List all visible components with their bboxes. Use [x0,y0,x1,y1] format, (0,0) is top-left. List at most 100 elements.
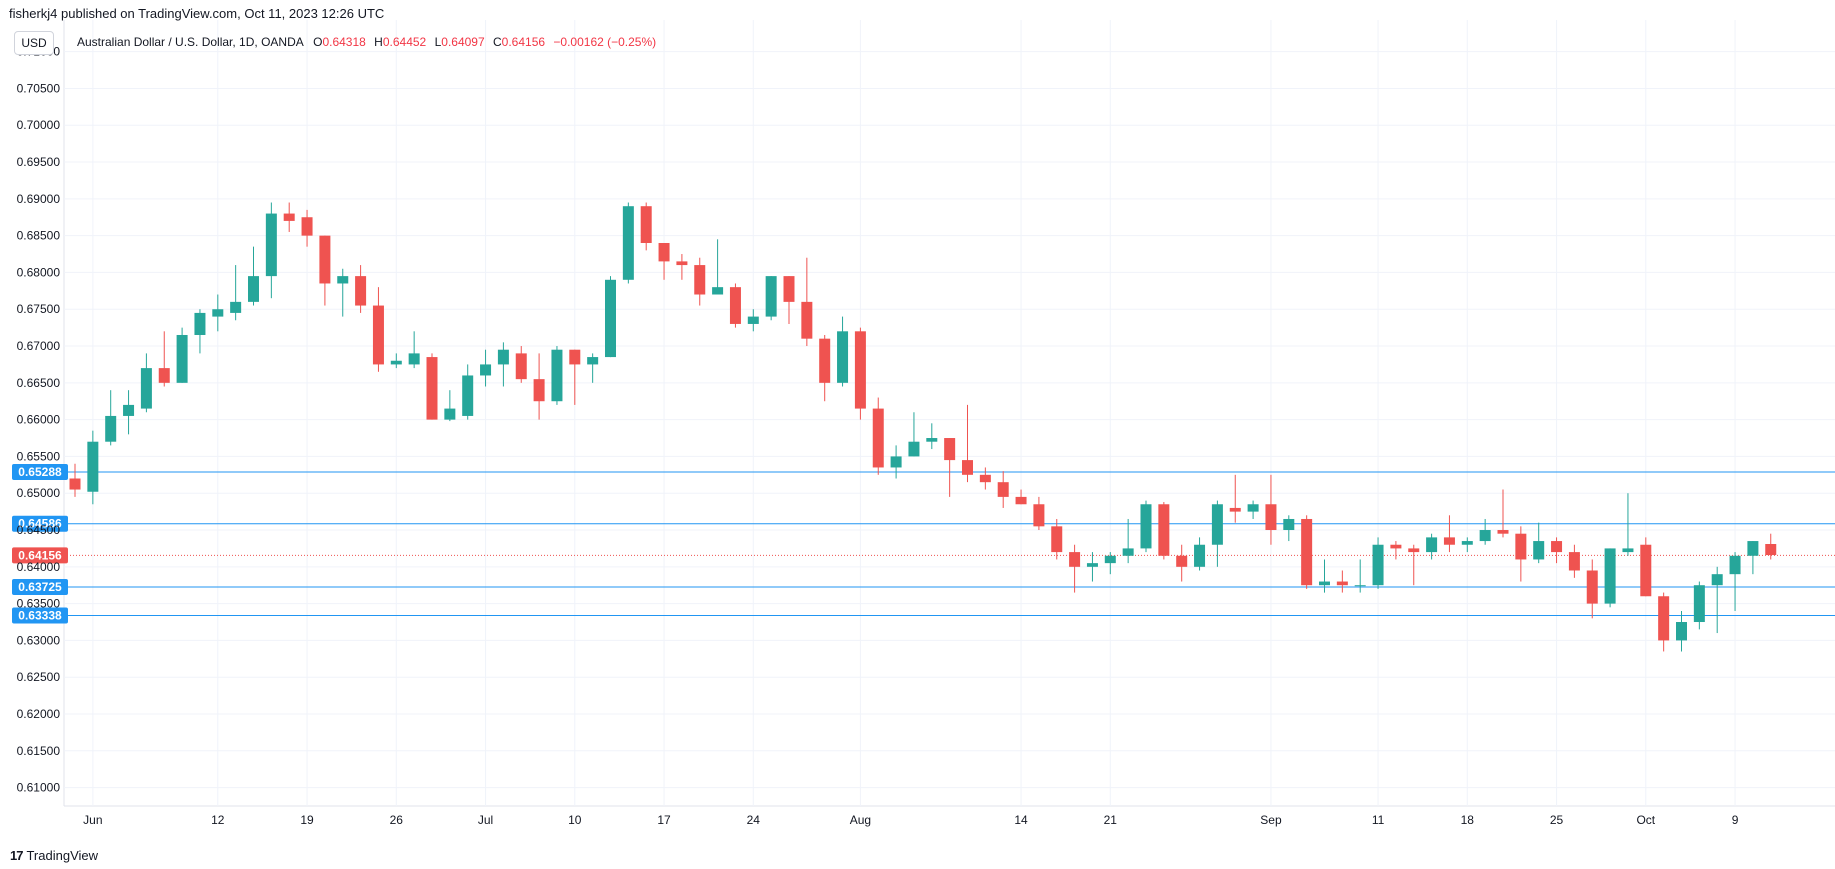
candle[interactable] [908,412,920,457]
candle[interactable] [640,202,652,251]
candle[interactable] [515,346,527,383]
candle[interactable] [1122,518,1134,564]
candle[interactable] [533,353,545,420]
candle[interactable] [605,276,616,358]
candle[interactable] [480,349,492,387]
candle[interactable] [1676,610,1687,652]
candle[interactable] [569,349,581,405]
candle[interactable] [622,202,634,284]
candle[interactable] [694,257,706,306]
candle[interactable] [426,353,438,420]
candle[interactable] [1622,493,1634,556]
candle[interactable] [1176,544,1188,582]
candle[interactable] [1658,592,1670,652]
candle[interactable] [1283,515,1295,542]
symbol-name[interactable]: Australian Dollar / U.S. Dollar, 1D, OAN… [77,35,304,49]
candle[interactable] [676,254,688,280]
candle[interactable] [212,294,224,332]
candle[interactable] [497,342,509,387]
candle[interactable] [1211,500,1223,567]
candle[interactable] [462,364,474,420]
candle[interactable] [408,331,420,369]
candle[interactable] [230,265,242,321]
candle[interactable] [248,246,259,306]
candle[interactable] [69,463,81,497]
candle[interactable] [1443,515,1455,553]
candle[interactable] [587,353,599,383]
candle[interactable] [87,430,99,505]
candle[interactable] [1729,552,1741,611]
candle[interactable] [1408,544,1420,586]
candle[interactable] [819,334,831,402]
candle[interactable] [140,353,152,413]
candle[interactable] [158,331,170,387]
candle[interactable] [176,327,188,383]
price-axis[interactable]: 0.710000.705000.700000.695000.690000.685… [17,45,61,795]
candle[interactable] [390,353,402,369]
candle[interactable] [337,268,349,317]
candle[interactable] [1533,522,1545,564]
candle[interactable] [1086,552,1098,582]
currency-button[interactable]: USD [14,31,54,55]
candle[interactable] [1586,559,1598,619]
candle[interactable] [1247,500,1259,519]
candle[interactable] [194,309,206,354]
candle[interactable] [1461,537,1473,553]
candle[interactable] [712,239,724,295]
candle[interactable] [1551,537,1563,564]
candle[interactable] [1354,559,1366,593]
candle[interactable] [1033,496,1045,531]
candle[interactable] [1711,566,1723,634]
candle[interactable] [283,202,295,232]
candle[interactable] [1194,537,1206,571]
candle[interactable] [979,467,991,490]
candle[interactable] [765,276,777,321]
candle[interactable] [729,283,741,328]
candle[interactable] [1140,500,1152,553]
candle[interactable] [355,265,367,313]
candle[interactable] [1015,489,1027,505]
candle[interactable] [1229,474,1241,523]
candle[interactable] [1426,533,1438,560]
candle[interactable] [1390,541,1402,560]
candle[interactable] [801,257,813,347]
candle[interactable] [1158,502,1170,560]
candle[interactable] [1319,559,1330,593]
candle[interactable] [1104,552,1116,575]
candle[interactable] [372,287,384,372]
candle[interactable] [997,471,1009,508]
candle[interactable] [747,309,759,332]
candle[interactable] [783,276,795,324]
candle[interactable] [444,390,456,422]
tradingview-footer[interactable]: 17 TradingView [10,848,98,863]
candle[interactable] [658,242,670,280]
candle[interactable] [319,235,331,306]
candle[interactable] [105,390,117,446]
candle[interactable] [1640,537,1652,597]
candle[interactable] [854,327,866,420]
candle[interactable] [926,423,938,450]
candle[interactable] [1497,489,1509,538]
candle[interactable] [1604,548,1616,608]
candle[interactable] [1568,544,1580,578]
candle[interactable] [1515,526,1527,582]
candle[interactable] [1765,533,1777,560]
candle[interactable] [890,445,902,479]
candle[interactable] [1051,518,1063,560]
candle[interactable] [551,346,563,405]
candle[interactable] [1372,537,1384,589]
candle[interactable] [1693,581,1705,630]
candle[interactable] [1301,515,1313,589]
candle[interactable] [944,438,956,497]
time-axis[interactable]: Jun 12 19 26 Jul 10 17 24 Aug 14 21 Sep 11 18 25 Oct 9 [83,813,1739,827]
candle[interactable] [1336,570,1348,593]
candle[interactable] [301,209,313,247]
candle[interactable] [837,316,849,387]
candle[interactable] [1265,474,1277,545]
candle[interactable] [1069,544,1081,593]
candle[interactable] [962,404,973,483]
candle[interactable] [123,390,135,435]
candle[interactable] [265,202,277,299]
candle[interactable] [1479,518,1491,545]
candle[interactable] [872,397,884,475]
